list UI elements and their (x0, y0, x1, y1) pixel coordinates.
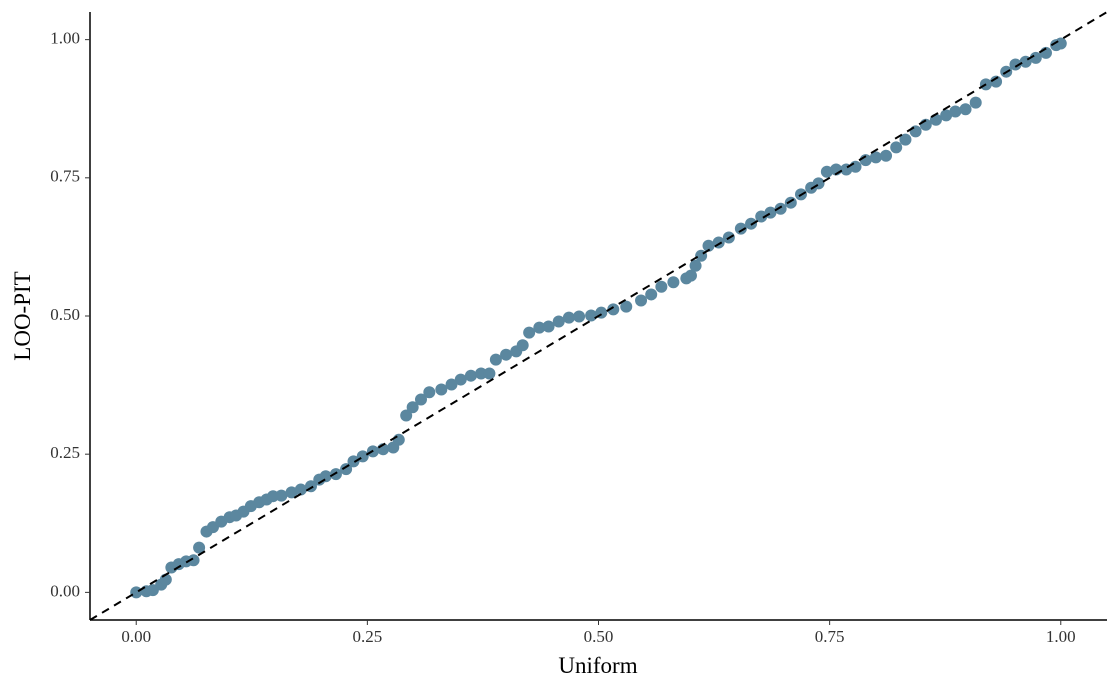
y-tick-label: 1.00 (50, 29, 80, 48)
point (400, 409, 413, 422)
point (562, 311, 575, 324)
point (689, 259, 702, 272)
point (423, 386, 436, 399)
point (516, 339, 529, 352)
point (734, 222, 747, 235)
point (585, 309, 598, 322)
point (435, 383, 448, 396)
point (552, 315, 565, 328)
point (392, 433, 405, 446)
point (406, 401, 419, 414)
point (454, 373, 467, 386)
x-tick-label: 0.50 (584, 627, 614, 646)
point (940, 109, 953, 122)
point (319, 470, 332, 483)
point (820, 165, 833, 178)
x-tick-label: 0.25 (352, 627, 382, 646)
point (949, 105, 962, 118)
point (445, 378, 458, 391)
point (869, 151, 882, 164)
point (607, 303, 620, 316)
point (1054, 37, 1067, 50)
point (755, 210, 768, 223)
point (969, 96, 982, 109)
y-tick-label: 0.25 (50, 443, 80, 462)
point (909, 125, 922, 138)
point (890, 141, 903, 154)
y-tick-label: 0.75 (50, 167, 80, 186)
point (193, 541, 206, 554)
point (620, 300, 633, 313)
point (573, 310, 586, 323)
point (285, 486, 298, 499)
point (959, 103, 972, 116)
point (645, 288, 658, 301)
point (684, 269, 697, 282)
point (464, 369, 477, 382)
point (475, 367, 488, 380)
point (880, 149, 893, 162)
reference-line (89, 11, 1108, 621)
point (702, 239, 715, 252)
y-tick-label: 0.00 (50, 581, 80, 600)
y-tick-label: 0.50 (50, 305, 80, 324)
point (523, 326, 536, 339)
x-tick-label: 0.00 (121, 627, 151, 646)
point (1009, 58, 1022, 71)
point (635, 294, 648, 307)
point (187, 554, 200, 567)
point (275, 489, 288, 502)
x-tick-label: 0.75 (815, 627, 845, 646)
point (489, 353, 502, 366)
point (347, 455, 360, 468)
y-axis-label: LOO-PIT (10, 271, 35, 360)
point (483, 367, 496, 380)
point (712, 236, 725, 249)
point (130, 586, 143, 599)
point (849, 160, 862, 173)
x-tick-label: 1.00 (1046, 627, 1076, 646)
point (294, 483, 307, 496)
point (500, 348, 513, 361)
point (667, 276, 680, 289)
point (655, 280, 668, 293)
point (774, 202, 787, 215)
point (1029, 51, 1042, 64)
point (990, 75, 1003, 88)
point (414, 393, 427, 406)
point (899, 133, 912, 146)
point (533, 321, 546, 334)
x-axis-label: Uniform (558, 653, 637, 678)
point (542, 320, 555, 333)
